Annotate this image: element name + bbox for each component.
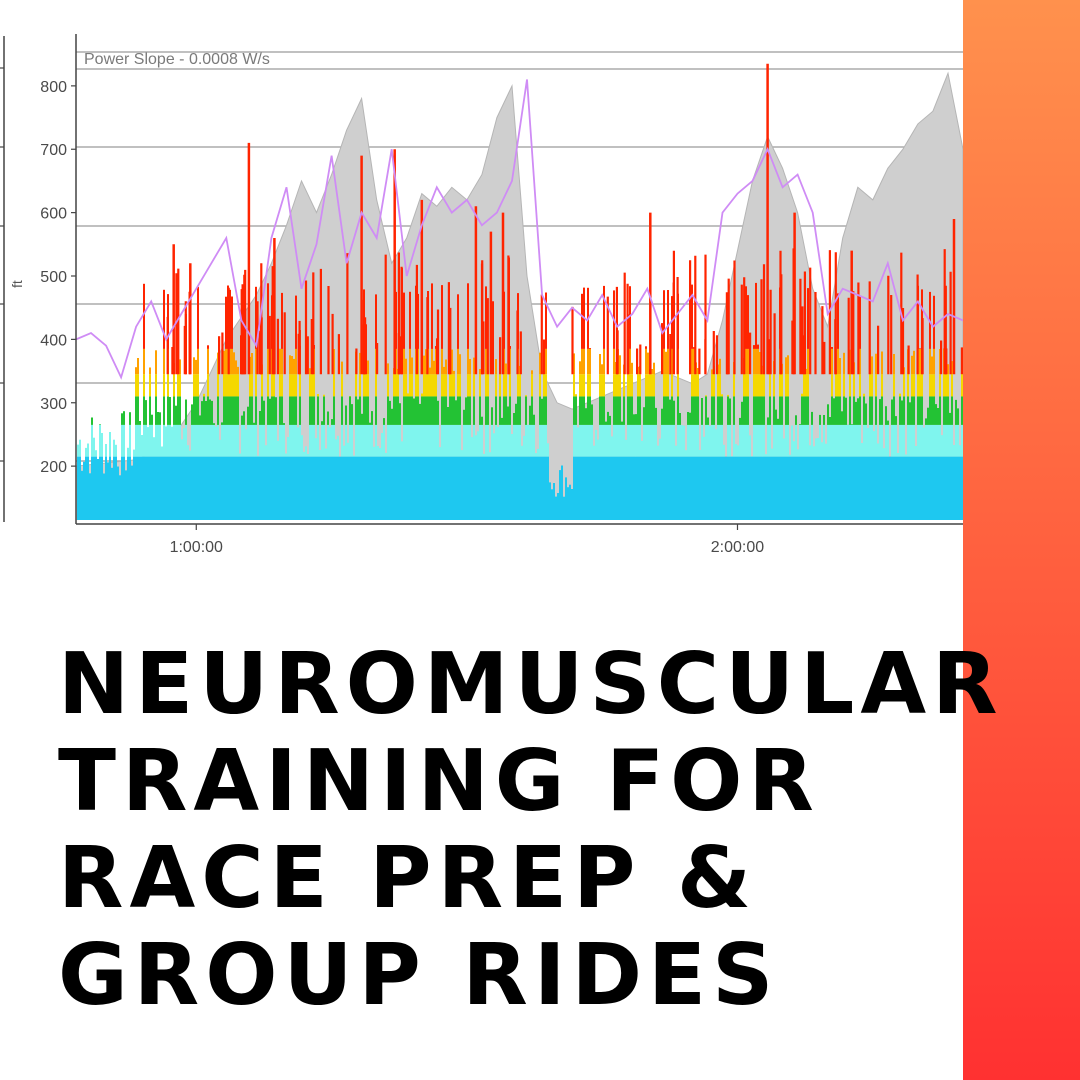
y-axis-label: ft — [9, 280, 25, 288]
secondary-line — [76, 79, 963, 380]
y-tick-label-500: 500 — [40, 269, 67, 286]
axes — [0, 34, 963, 530]
power-zone-layer — [77, 63, 963, 520]
y-tick-label-400: 400 — [40, 332, 67, 349]
headline-line-1: NEUROMUSCULAR — [58, 635, 1004, 734]
headline-line-4: GROUP RIDES — [58, 926, 780, 1025]
y-tick-label-200: 200 — [40, 459, 67, 476]
y-tick-label-700: 700 — [40, 142, 67, 159]
y-tick-label-600: 600 — [40, 206, 67, 223]
power-chart: Power Slope - 0.0008 W/s ft 200 300 400 500… — [0, 0, 963, 580]
y-tick-label-800: 800 — [40, 79, 67, 96]
headline-line-2: TRAINING FOR — [58, 732, 820, 831]
annotation-label: Power Slope - 0.0008 W/s — [84, 51, 270, 68]
x-tick-labels: 1:00:00 2:00:00 — [170, 539, 765, 556]
plot-area — [76, 63, 963, 520]
power-chart-svg: Power Slope - 0.0008 W/s ft 200 300 400 500… — [0, 34, 963, 556]
y-tick-labels: 200 300 400 500 600 700 800 — [40, 79, 67, 476]
y-tick-label-300: 300 — [40, 396, 67, 413]
secondary-line-layer — [76, 79, 963, 380]
x-tick-label-0: 1:00:00 — [170, 539, 223, 556]
headline-line-3: RACE PREP & — [58, 829, 758, 928]
x-tick-label-1: 2:00:00 — [711, 539, 764, 556]
accent-gradient-bar — [963, 0, 1080, 1080]
headline: NEUROMUSCULAR TRAINING FOR RACE PREP & G… — [58, 635, 1004, 1025]
